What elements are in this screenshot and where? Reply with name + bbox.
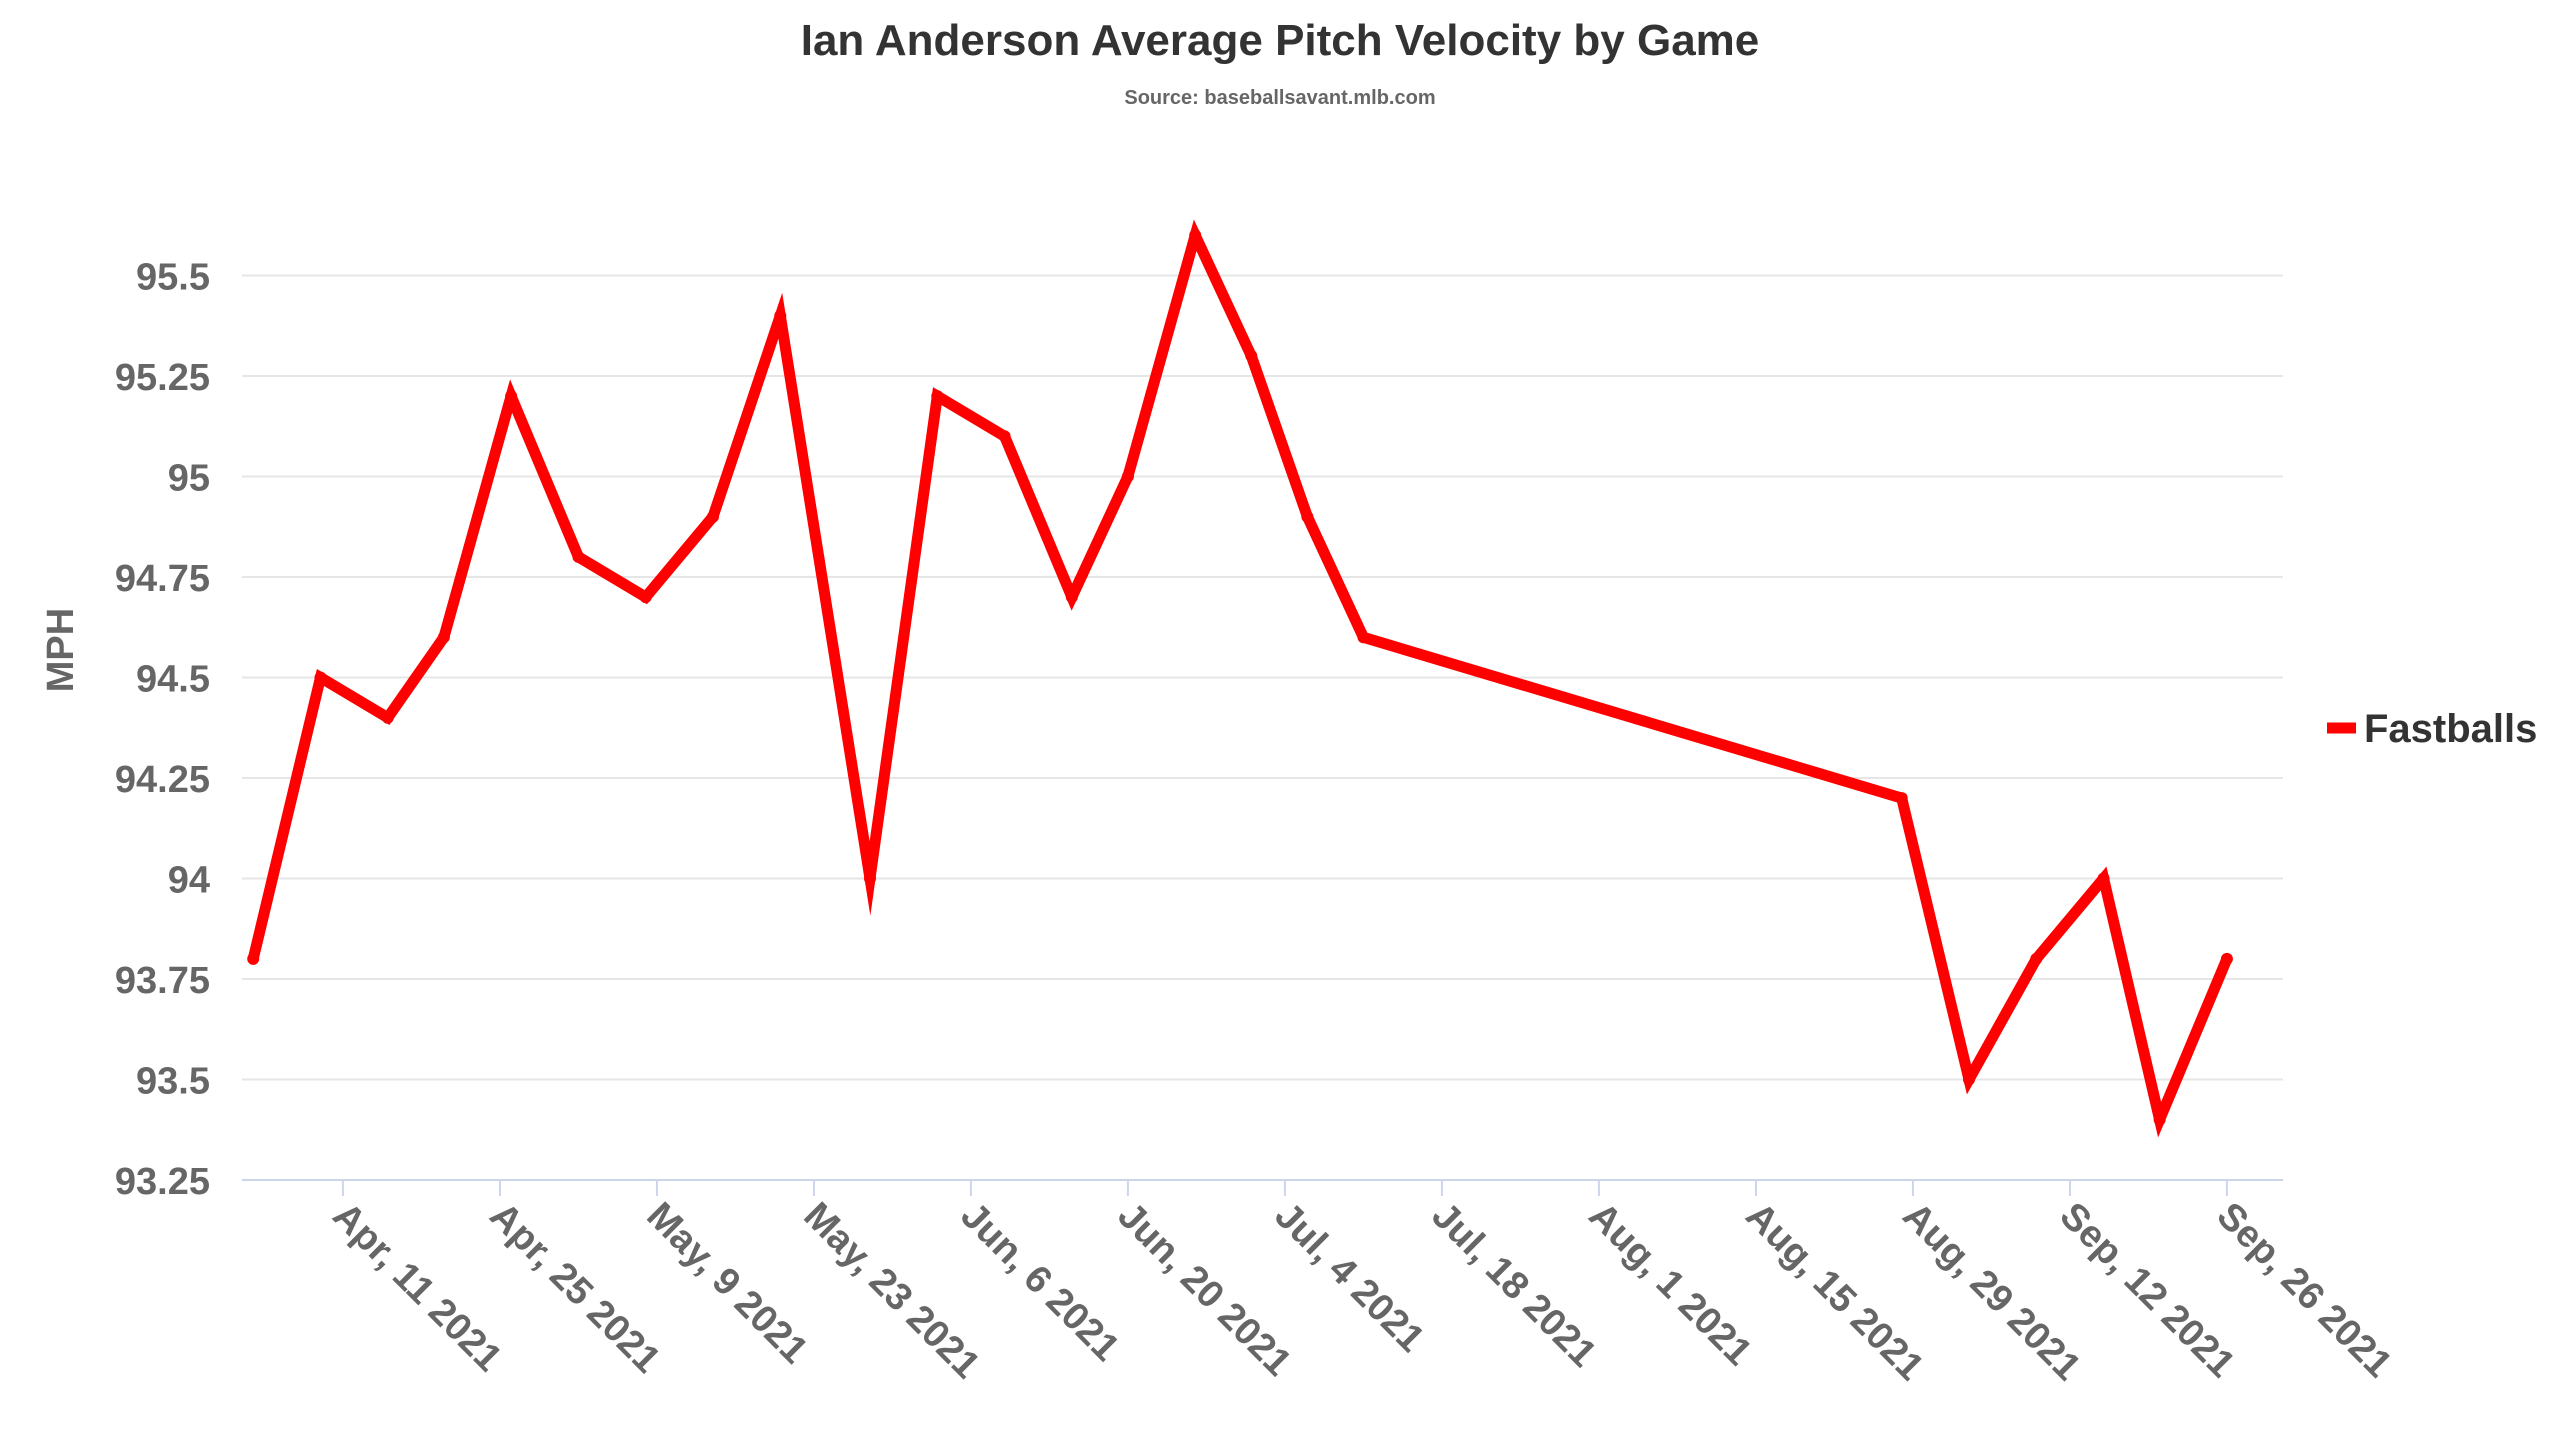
x-tick-label: Apr, 11 2021 [325, 1195, 510, 1380]
series-layer [247, 219, 2233, 1138]
y-tick-label: 95.25 [115, 357, 210, 399]
series-line-fastballs[interactable] [247, 219, 2233, 1138]
data-point[interactable] [437, 631, 450, 644]
data-point[interactable] [864, 872, 876, 885]
data-point[interactable] [505, 390, 518, 403]
data-point[interactable] [314, 671, 327, 684]
y-axis-ticks: 93.25 93.5 93.75 94 94.25 94.5 94.75 95 95.25 95.… [115, 257, 210, 1204]
data-point[interactable] [1301, 510, 1314, 523]
data-point[interactable] [381, 711, 394, 724]
x-tick-label: Jul, 4 2021 [1267, 1195, 1433, 1361]
data-point[interactable] [572, 550, 585, 563]
y-tick-label: 94 [168, 860, 210, 902]
data-point[interactable] [247, 952, 260, 965]
data-point[interactable] [1065, 591, 1078, 604]
x-tick-label: Aug, 1 2021 [1581, 1195, 1760, 1374]
data-point[interactable] [2220, 952, 2233, 965]
x-tick-label: Jun, 6 2021 [953, 1195, 1128, 1370]
data-point[interactable] [1895, 792, 1908, 805]
data-point[interactable] [639, 591, 652, 604]
y-tick-label: 94.5 [136, 659, 210, 701]
data-point[interactable] [707, 510, 719, 523]
data-point[interactable] [1121, 470, 1134, 483]
y-tick-label: 93.25 [115, 1161, 210, 1203]
y-tick-label: 93.5 [136, 1061, 210, 1103]
data-point[interactable] [1357, 631, 1370, 644]
data-point[interactable] [931, 390, 944, 403]
data-point[interactable] [1245, 349, 1258, 362]
gridlines [242, 274, 2283, 1181]
chart-subtitle: Source: baseballsavant.mlb.com [1124, 87, 1435, 109]
y-tick-label: 94.25 [115, 759, 210, 801]
x-tick-label: May, 9 2021 [639, 1195, 816, 1372]
y-axis-label: MPH [40, 608, 82, 692]
legend[interactable]: Fastballs [2327, 707, 2537, 751]
data-point[interactable] [2153, 1113, 2166, 1126]
chart-title: Ian Anderson Average Pitch Velocity by G… [801, 16, 1760, 65]
data-point[interactable] [2030, 952, 2043, 965]
y-tick-label: 93.75 [115, 960, 210, 1002]
y-tick-label: 95 [168, 458, 210, 500]
data-point[interactable] [1189, 229, 1202, 242]
data-point[interactable] [774, 309, 787, 322]
legend-label[interactable]: Fastballs [2364, 707, 2537, 751]
y-tick-label: 95.5 [136, 257, 210, 299]
data-point[interactable] [998, 430, 1011, 443]
data-point[interactable] [2097, 872, 2110, 885]
y-tick-label: 94.75 [115, 558, 210, 600]
x-tick-label: Jul, 18 2021 [1424, 1195, 1605, 1376]
data-point[interactable] [1963, 1073, 1975, 1086]
